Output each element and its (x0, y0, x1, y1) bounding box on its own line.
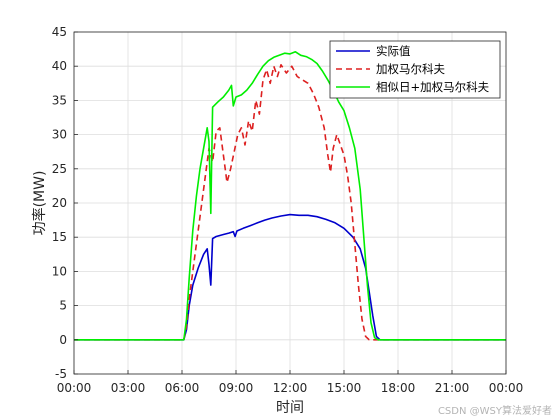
x-tick-label: 06:00 (165, 381, 200, 395)
y-tick-label: 15 (52, 230, 67, 244)
x-tick-label: 18:00 (381, 381, 416, 395)
y-tick-label: -5 (55, 367, 67, 381)
series-line-similar-day-markov (74, 51, 506, 341)
x-tick-label: 12:00 (273, 381, 308, 395)
y-tick-label: 45 (52, 25, 67, 39)
x-tick-label: 00:00 (489, 381, 524, 395)
series-layer (74, 51, 506, 341)
y-tick-label: 25 (52, 162, 67, 176)
x-axis-title: 时间 (276, 400, 304, 416)
legend-label-actual: 实际值 (376, 44, 411, 58)
y-tick-label: 0 (59, 333, 67, 347)
x-tick-label: 00:00 (57, 381, 92, 395)
watermark-text: CSDN @WSY算法爱好者 (437, 406, 552, 417)
series-line-weighted-markov (74, 64, 506, 341)
y-tick-label: 10 (52, 264, 67, 278)
x-tick-label: 03:00 (111, 381, 146, 395)
y-tick-label: 20 (52, 196, 67, 210)
y-tick-label: 35 (52, 93, 67, 107)
series-line-actual (74, 213, 506, 341)
x-tick-label: 21:00 (435, 381, 470, 395)
y-tick-label: 5 (59, 299, 67, 313)
y-axis-title: 功率(MW) (31, 171, 48, 236)
tick-layer: 00:00 03:00 06:00 09:00 12:00 15:00 18:00 21:00… (52, 25, 524, 395)
legend: 实际值 加权马尔科夫 相似日+加权马尔科夫 (329, 40, 501, 99)
legend-label-weighted-markov: 加权马尔科夫 (376, 62, 445, 76)
x-tick-label: 15:00 (327, 381, 362, 395)
y-tick-label: 40 (52, 59, 67, 73)
x-tick-label: 09:00 (219, 381, 254, 395)
y-tick-label: 30 (52, 128, 67, 142)
legend-label-similar-day-markov: 相似日+加权马尔科夫 (376, 80, 490, 94)
